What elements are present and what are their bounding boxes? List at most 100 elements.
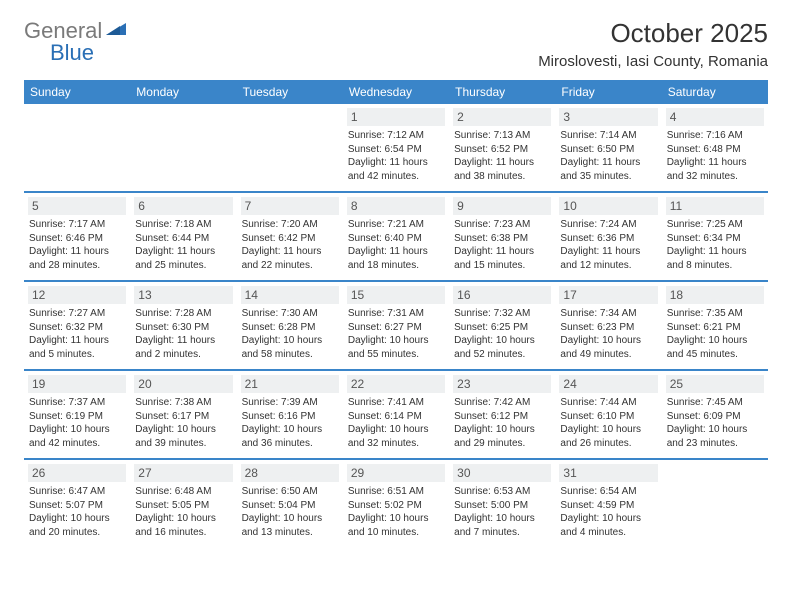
info-line: Sunset: 6:17 PM (135, 410, 232, 424)
info-line: Sunrise: 6:53 AM (454, 485, 551, 499)
day-info: Sunrise: 6:47 AMSunset: 5:07 PMDaylight:… (28, 485, 126, 539)
day-info: Sunrise: 7:21 AMSunset: 6:40 PMDaylight:… (347, 218, 445, 272)
info-line: Sunrise: 6:48 AM (135, 485, 232, 499)
info-line: Daylight: 10 hours (29, 512, 126, 526)
info-line: Sunrise: 7:32 AM (454, 307, 551, 321)
calendar-cell: 3Sunrise: 7:14 AMSunset: 6:50 PMDaylight… (555, 104, 661, 191)
week-row: 26 Sunrise: 6:47 AMSunset: 5:07 PMDayligh… (24, 460, 768, 547)
info-line: Sunrise: 6:54 AM (560, 485, 657, 499)
info-line: Daylight: 11 hours (560, 156, 657, 170)
info-line: Daylight: 10 hours (242, 423, 339, 437)
info-line: Sunrise: 7:39 AM (242, 396, 339, 410)
day-number: 18 (666, 286, 764, 304)
day-number: 10 (559, 197, 657, 215)
day-info: Sunrise: 7:35 AMSunset: 6:21 PMDaylight:… (666, 307, 764, 361)
week-row: 5Sunrise: 7:17 AMSunset: 6:46 PMDaylight… (24, 193, 768, 282)
info-line: Sunrise: 7:12 AM (348, 129, 445, 143)
calendar-cell: 29Sunrise: 6:51 AMSunset: 5:02 PMDayligh… (343, 460, 449, 547)
info-line: Daylight: 11 hours (667, 245, 764, 259)
day-header: Friday (555, 80, 661, 104)
day-info: Sunrise: 6:51 AMSunset: 5:02 PMDaylight:… (347, 485, 445, 539)
info-line: Sunrise: 7:35 AM (667, 307, 764, 321)
day-info: Sunrise: 7:34 AMSunset: 6:23 PMDaylight:… (559, 307, 657, 361)
info-line: Daylight: 10 hours (242, 334, 339, 348)
day-number: 5 (28, 197, 126, 215)
info-line: Daylight: 11 hours (29, 245, 126, 259)
info-line: Sunrise: 7:20 AM (242, 218, 339, 232)
day-info: Sunrise: 7:27 AMSunset: 6:32 PMDaylight:… (28, 307, 126, 361)
info-line: Sunset: 6:30 PM (135, 321, 232, 335)
info-line: Sunrise: 7:25 AM (667, 218, 764, 232)
day-number: 26 (28, 464, 126, 482)
info-line: and 12 minutes. (560, 259, 657, 273)
weeks-container: ...1Sunrise: 7:12 AMSunset: 6:54 PMDayli… (24, 104, 768, 547)
day-info: Sunrise: 7:24 AMSunset: 6:36 PMDaylight:… (559, 218, 657, 272)
info-line: Sunset: 6:16 PM (242, 410, 339, 424)
calendar-cell: 31Sunrise: 6:54 AMSunset: 4:59 PMDayligh… (555, 460, 661, 547)
day-number: 25 (666, 375, 764, 393)
info-line: Sunrise: 7:14 AM (560, 129, 657, 143)
info-line: and 10 minutes. (348, 526, 445, 540)
info-line: Sunset: 6:34 PM (667, 232, 764, 246)
calendar-cell: 9Sunrise: 7:23 AMSunset: 6:38 PMDaylight… (449, 193, 555, 280)
day-number: 21 (241, 375, 339, 393)
day-number: 4 (666, 108, 764, 126)
info-line: and 36 minutes. (242, 437, 339, 451)
info-line: Sunset: 5:05 PM (135, 499, 232, 513)
day-header: Wednesday (343, 80, 449, 104)
day-header: Tuesday (237, 80, 343, 104)
day-header: Monday (130, 80, 236, 104)
info-line: and 28 minutes. (29, 259, 126, 273)
day-info: Sunrise: 7:37 AMSunset: 6:19 PMDaylight:… (28, 396, 126, 450)
info-line: and 42 minutes. (348, 170, 445, 184)
info-line: Sunrise: 7:23 AM (454, 218, 551, 232)
calendar-cell: 20 Sunrise: 7:38 AMSunset: 6:17 PMDayligh… (130, 371, 236, 458)
info-line: and 2 minutes. (135, 348, 232, 362)
calendar-cell: 11Sunrise: 7:25 AMSunset: 6:34 PMDayligh… (662, 193, 768, 280)
day-number: 20 (134, 375, 232, 393)
info-line: Sunrise: 6:47 AM (29, 485, 126, 499)
info-line: Daylight: 11 hours (454, 245, 551, 259)
day-info: Sunrise: 7:42 AMSunset: 6:12 PMDaylight:… (453, 396, 551, 450)
day-number: 1 (347, 108, 445, 126)
day-header: Thursday (449, 80, 555, 104)
info-line: Daylight: 11 hours (135, 334, 232, 348)
info-line: Sunset: 5:07 PM (29, 499, 126, 513)
info-line: Sunset: 6:42 PM (242, 232, 339, 246)
info-line: and 18 minutes. (348, 259, 445, 273)
info-line: Daylight: 10 hours (560, 334, 657, 348)
week-row: 19Sunrise: 7:37 AMSunset: 6:19 PMDayligh… (24, 371, 768, 460)
info-line: and 20 minutes. (29, 526, 126, 540)
info-line: Sunrise: 7:13 AM (454, 129, 551, 143)
info-line: Sunset: 6:12 PM (454, 410, 551, 424)
calendar-cell: 19Sunrise: 7:37 AMSunset: 6:19 PMDayligh… (24, 371, 130, 458)
info-line: Daylight: 11 hours (454, 156, 551, 170)
day-info: Sunrise: 7:18 AMSunset: 6:44 PMDaylight:… (134, 218, 232, 272)
info-line: Sunrise: 7:38 AM (135, 396, 232, 410)
info-line: Daylight: 11 hours (242, 245, 339, 259)
calendar-cell: 2Sunrise: 7:13 AMSunset: 6:52 PMDaylight… (449, 104, 555, 191)
day-info: Sunrise: 7:25 AMSunset: 6:34 PMDaylight:… (666, 218, 764, 272)
day-number: 24 (559, 375, 657, 393)
info-line: Sunset: 6:25 PM (454, 321, 551, 335)
info-line: Daylight: 10 hours (454, 334, 551, 348)
day-info: Sunrise: 7:39 AMSunset: 6:16 PMDaylight:… (241, 396, 339, 450)
info-line: Sunset: 6:19 PM (29, 410, 126, 424)
info-line: and 49 minutes. (560, 348, 657, 362)
calendar: SundayMondayTuesdayWednesdayThursdayFrid… (24, 80, 768, 547)
info-line: and 45 minutes. (667, 348, 764, 362)
info-line: Daylight: 10 hours (348, 423, 445, 437)
calendar-cell: 22Sunrise: 7:41 AMSunset: 6:14 PMDayligh… (343, 371, 449, 458)
day-info: Sunrise: 7:38 AMSunset: 6:17 PMDaylight:… (134, 396, 232, 450)
info-line: Daylight: 10 hours (667, 334, 764, 348)
day-number: 14 (241, 286, 339, 304)
info-line: Daylight: 10 hours (29, 423, 126, 437)
info-line: Sunrise: 7:34 AM (560, 307, 657, 321)
calendar-cell: 23Sunrise: 7:42 AMSunset: 6:12 PMDayligh… (449, 371, 555, 458)
info-line: Sunrise: 7:44 AM (560, 396, 657, 410)
info-line: Sunset: 5:00 PM (454, 499, 551, 513)
day-header-row: SundayMondayTuesdayWednesdayThursdayFrid… (24, 80, 768, 104)
info-line: Daylight: 11 hours (348, 156, 445, 170)
info-line: and 55 minutes. (348, 348, 445, 362)
day-number: 9 (453, 197, 551, 215)
